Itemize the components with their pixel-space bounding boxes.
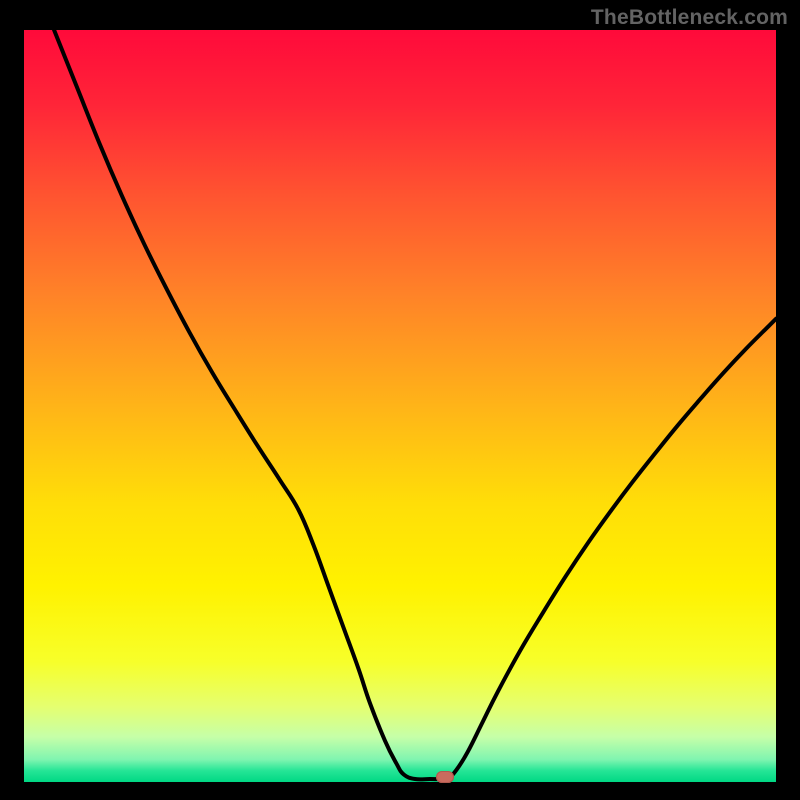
bottleneck-curve (54, 30, 776, 779)
plot-area (24, 30, 776, 782)
optimal-point-marker (436, 771, 454, 783)
chart-frame: TheBottleneck.com (0, 0, 800, 800)
watermark-text: TheBottleneck.com (591, 6, 788, 30)
bottleneck-curve-svg (24, 30, 776, 782)
